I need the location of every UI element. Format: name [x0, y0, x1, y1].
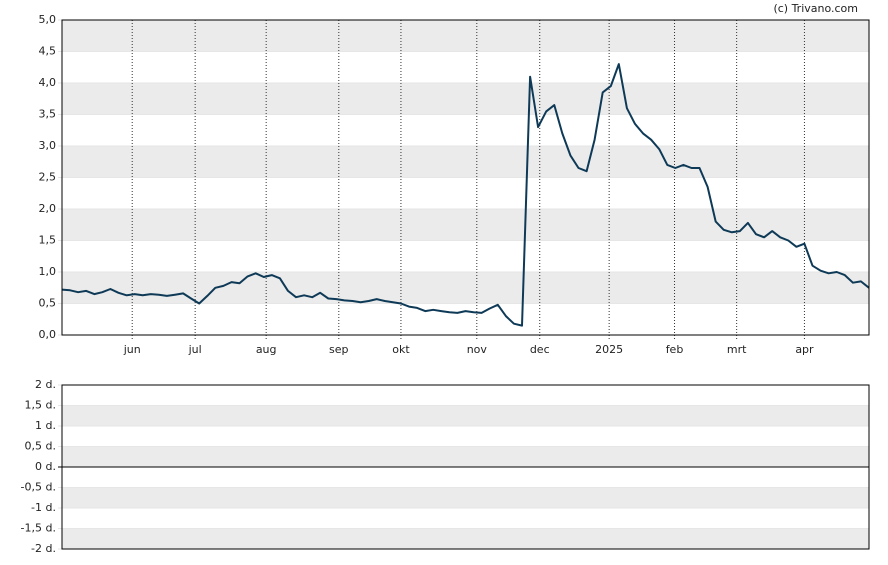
x-tick-label: feb: [666, 343, 684, 356]
price-line: [61, 63, 870, 327]
y-tick-label: 4,0: [39, 76, 57, 89]
grid-band: [62, 20, 869, 52]
y-tick-label: -2 d.: [31, 542, 56, 555]
credit: (c) Trivano.com: [773, 2, 858, 15]
y-tick-label: 2,5: [39, 171, 57, 184]
y-tick-label: -0,5 d.: [21, 481, 56, 494]
y-tick-label: 2,0: [39, 202, 57, 215]
y-tick-label: 0,5 d.: [25, 440, 56, 453]
plot-frame: [61, 384, 870, 550]
y-tick-label: 5,0: [39, 13, 57, 26]
y-tick-label: 0,0: [39, 328, 57, 341]
x-tick-label: dec: [530, 343, 550, 356]
plot-frame: [61, 19, 870, 336]
x-tick-label: 2025: [595, 343, 623, 356]
x-tick-label: okt: [392, 343, 410, 356]
x-tick-label: mrt: [727, 343, 747, 356]
x-tick-label: jun: [123, 343, 141, 356]
grid-band: [62, 209, 869, 241]
y-tick-label: 1,5: [39, 234, 57, 247]
y-tick-label: 3,0: [39, 139, 57, 152]
x-tick-label: nov: [467, 343, 488, 356]
x-tick-label: sep: [329, 343, 348, 356]
y-tick-label: 1,0: [39, 265, 57, 278]
x-tick-label: apr: [795, 343, 814, 356]
grid-band: [62, 83, 869, 115]
grid-band: [62, 528, 869, 549]
x-tick-label: jul: [188, 343, 202, 356]
grid-band: [62, 272, 869, 304]
y-tick-label: 1 d.: [35, 419, 56, 432]
y-tick-label: 3,5: [39, 108, 57, 121]
grid-band: [62, 487, 869, 508]
grid-band: [62, 446, 869, 467]
grid-band: [62, 146, 869, 178]
y-tick-label: 1,5 d.: [25, 399, 56, 412]
y-tick-label: 4,5: [39, 45, 57, 58]
y-tick-label: 0 d.: [35, 460, 56, 473]
y-tick-label: -1 d.: [31, 501, 56, 514]
y-tick-label: -1,5 d.: [21, 522, 56, 535]
y-tick-label: 2 d.: [35, 378, 56, 391]
y-tick-label: 0,5: [39, 297, 57, 310]
x-tick-label: aug: [256, 343, 277, 356]
grid-band: [62, 405, 869, 426]
